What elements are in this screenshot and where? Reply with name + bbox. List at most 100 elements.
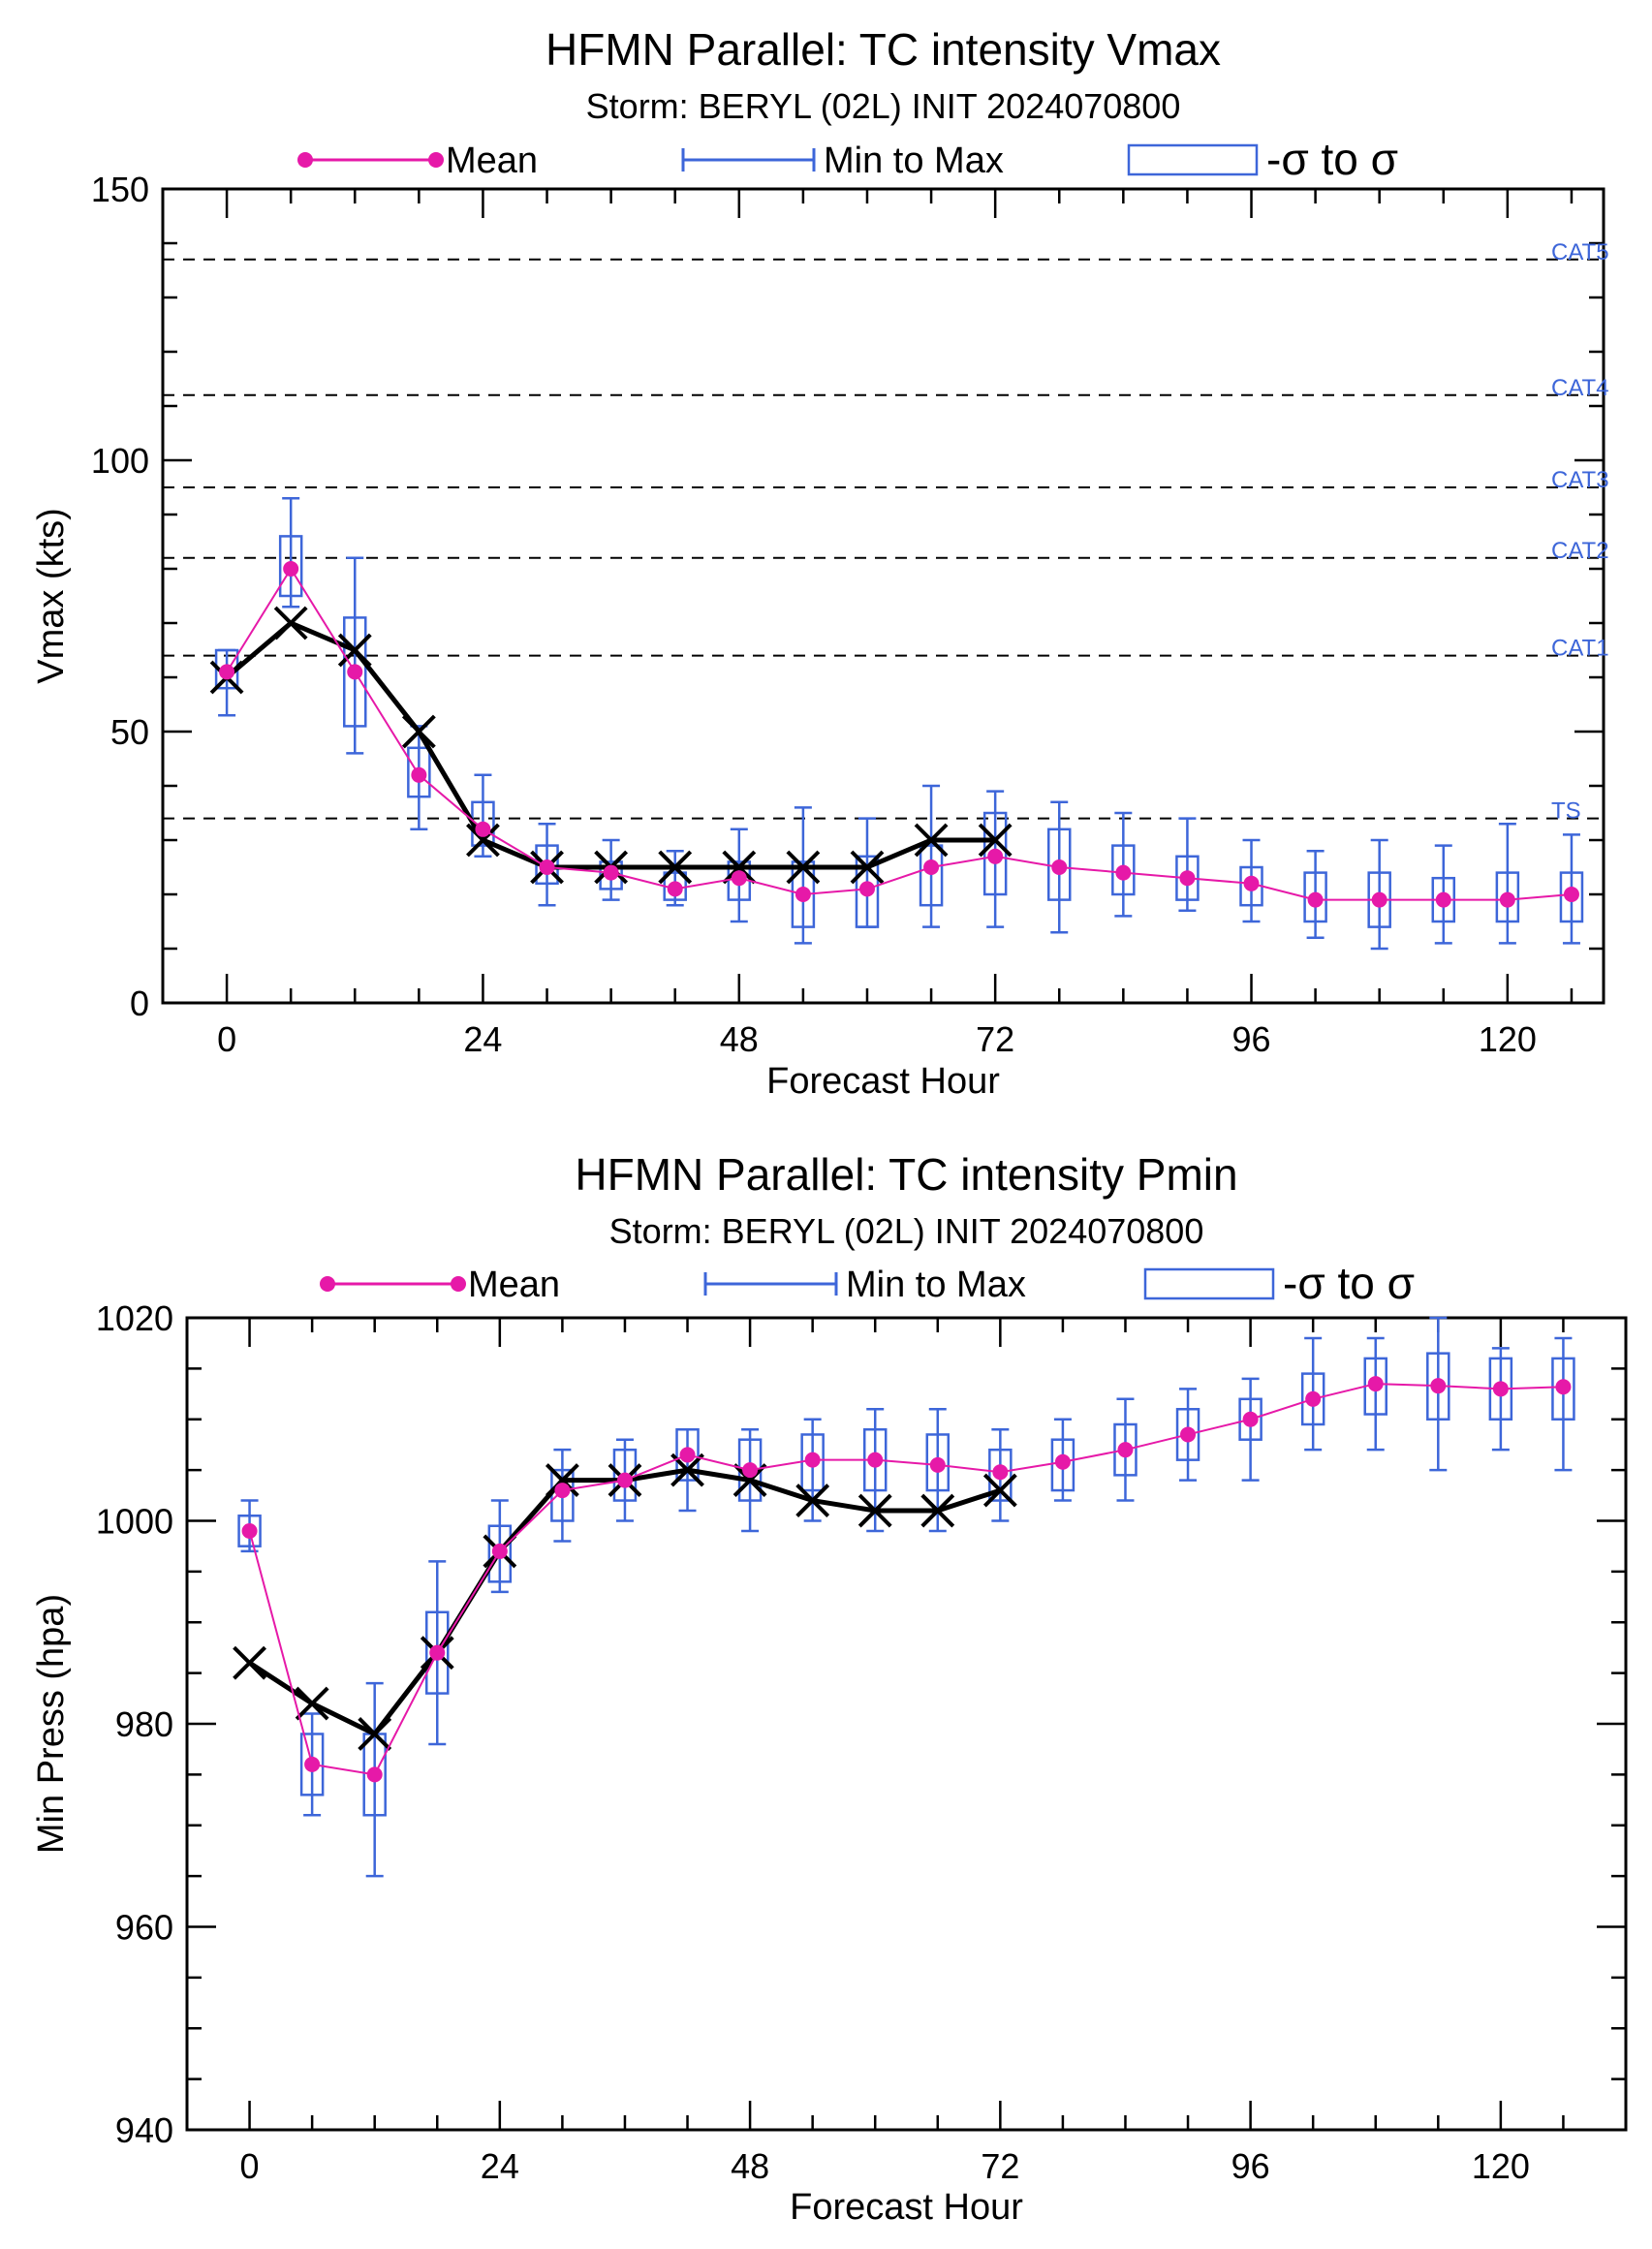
y-tick-label: 960 [115,1908,173,1948]
mean-point [867,1452,884,1468]
sigma-box [1050,1438,1075,1492]
mean-point [858,881,875,897]
sigma-box [1113,1422,1138,1477]
mean-point [539,859,555,875]
mean-point [1492,1381,1509,1397]
y-tick-label: 980 [115,1704,173,1744]
y-axis-label: Min Press (hpa) [31,1594,72,1854]
y-axis-label: Vmax (kts) [31,508,72,684]
mean-point [1054,1453,1071,1470]
best-track-marker [978,823,1013,858]
mean-point [366,1766,383,1783]
mean-point [992,1464,1009,1481]
mean-point [1242,1411,1259,1427]
mean-point [491,1543,508,1559]
legend-range-label: Min to Max [824,141,1004,181]
mean-point [1179,870,1196,887]
sigma-box [1238,1397,1262,1441]
best-track-marker [295,1686,329,1721]
mean-point [1307,891,1324,908]
x-tick-label: 120 [1472,2146,1530,2186]
mean-point [987,848,1004,864]
sigma-box [1175,1408,1200,1461]
y-tick-label: 1000 [96,1502,173,1542]
sigma-box [855,855,880,928]
mean-point [795,887,811,902]
mean-line [226,567,1573,901]
y-tick-label: 50 [110,712,149,752]
reference-label: TS [1551,798,1581,825]
reference-label: CAT2 [1551,538,1609,564]
sigma-box [675,1427,700,1482]
legend-mean-label: Mean [468,1265,560,1305]
reference-label: CAT1 [1551,636,1609,662]
mean-point [1305,1390,1322,1407]
best-track-line [225,620,996,870]
reference-label: CAT3 [1551,467,1609,493]
mean-point [219,664,235,680]
mean-point [1051,859,1068,875]
legend-mean-marker [297,152,313,168]
y-tick-label: 0 [130,984,149,1023]
x-tick-label: 96 [1231,1019,1270,1059]
mean-point [1115,864,1132,881]
mean-point [616,1472,633,1488]
mean-point [1243,875,1260,891]
chart-title: HFMN Parallel: TC intensity Vmax [545,24,1221,75]
x-tick-label: 72 [981,2146,1019,2186]
mean-point [679,1447,696,1463]
reference-label: CAT5 [1551,239,1609,266]
vmax-panel: HFMN Parallel: TC intensity Vmax Storm: B… [31,24,1609,1102]
mean-point [1555,1379,1572,1395]
sigma-box [988,1448,1013,1502]
mean-point [923,859,940,875]
mean-point [603,864,619,881]
legend-mean-label: Mean [446,141,538,181]
mean-point [1371,891,1387,908]
x-tick-label: 120 [1479,1019,1537,1059]
best-track-marker [857,1493,892,1528]
legend-mean-marker [320,1276,335,1292]
best-track-marker [920,1493,955,1528]
y-tick-label: 1020 [96,1298,173,1338]
x-axis-label: Forecast Hour [790,2187,1023,2228]
x-tick-label: 0 [217,1019,236,1059]
mean-point [1430,1378,1447,1394]
best-track-marker [401,714,436,749]
best-track-marker [545,1463,579,1498]
best-track-marker [982,1473,1017,1508]
sigma-box [425,1610,450,1695]
best-track-marker [658,850,693,885]
sigma-box [1495,871,1520,923]
reference-label: CAT4 [1551,375,1609,401]
x-axis-label: Forecast Hour [766,1061,1000,1102]
mean-point [554,1483,571,1499]
sigma-box [1551,1357,1575,1421]
mean-point [667,881,683,897]
sigma-box [1559,871,1584,923]
sigma-box [343,616,367,728]
sigma-box [1111,844,1136,896]
mean-point [1435,891,1451,908]
best-track-marker [358,1717,392,1751]
x-tick-label: 24 [481,2146,519,2186]
x-tick-label: 48 [731,2146,769,2186]
x-tick-label: 96 [1231,2146,1270,2186]
sigma-box [982,811,1008,896]
sigma-box [487,1524,513,1583]
sigma-box [299,1733,325,1796]
mean-point [241,1522,258,1539]
best-track-marker [795,1484,830,1517]
x-tick-label: 72 [976,1019,1014,1059]
legend-sigma-box [1143,1267,1275,1300]
mean-point [1499,891,1515,908]
chart-title: HFMN Parallel: TC intensity Pmin [575,1149,1237,1200]
y-tick-label: 100 [91,441,149,481]
plot-frame [185,1316,1628,2132]
best-track-marker [466,823,500,858]
mean-point [742,1462,759,1479]
sigma-box [925,1433,951,1492]
sigma-box [919,844,944,907]
